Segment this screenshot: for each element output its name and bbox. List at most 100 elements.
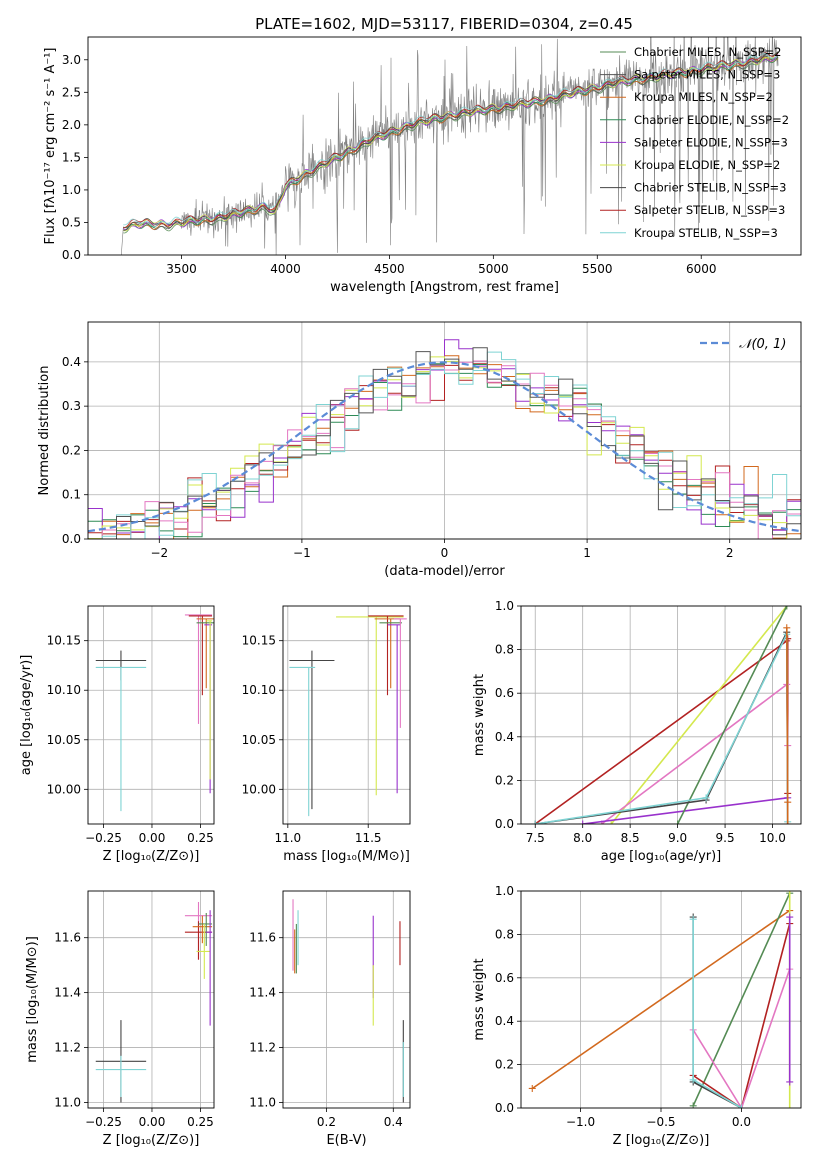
weight-series-line (601, 682, 789, 824)
panel-weight-vs-Z: −1.0 −0.5 0.0 0.0 0.2 0.4 0.6 0.8 1.0 Z [log₁₀(Z/… (472, 884, 802, 1148)
y-tick-label: 10.05 (242, 733, 276, 747)
residual-histogram (88, 360, 801, 539)
x-tick-label: 0.00 (139, 831, 166, 845)
x-axis-label: age [log₁₀(age/yr)] (601, 849, 722, 864)
y-tick-label: 0.0 (62, 248, 81, 262)
plot-area (528, 891, 794, 1108)
x-axis-label: Z [log₁₀(Z/Z⊙)] (103, 849, 200, 864)
y-tick-label: 0.0 (495, 1101, 514, 1115)
y-tick-label: 10.10 (242, 683, 276, 697)
axes-frame (87, 605, 215, 825)
y-tick-label: 0.6 (495, 971, 514, 985)
x-tick-label: 7.5 (526, 831, 545, 845)
weight-marker (786, 913, 794, 921)
weight-marker (689, 915, 697, 923)
plot-area (88, 339, 801, 539)
figure-title: PLATE=1602, MJD=53117, FIBERID=0304, z=0… (255, 15, 633, 33)
weight-marker (689, 1076, 697, 1084)
y-tick-label: 1.0 (62, 183, 81, 197)
y-tick-label: 0.4 (495, 730, 514, 744)
weight-marker (579, 820, 587, 824)
y-tick-label: 1.0 (495, 884, 514, 898)
weight-marker (689, 1102, 697, 1108)
weight-marker (702, 794, 710, 802)
x-tick-label: 0.00 (139, 1115, 166, 1129)
weight-marker (784, 798, 792, 806)
residual-histogram (88, 347, 801, 539)
y-axis-label: Normed distribution (37, 366, 52, 496)
panel-mass-vs-EBV: 0.2 0.4 11.0 11.2 11.4 11.6 E(B-V) (249, 890, 411, 1148)
weight-series-line (610, 606, 788, 824)
weight-series-line (692, 968, 791, 1108)
x-tick-label: −0.5 (646, 1115, 675, 1129)
x-axis-label: mass [log₁₀(M/M⊙)] (283, 849, 410, 864)
weight-marker (786, 891, 794, 895)
y-tick-label: 2.0 (62, 118, 81, 132)
model-spectrum-line (123, 51, 779, 231)
x-tick-label: −0.25 (85, 1115, 122, 1129)
x-tick-label: 0.2 (317, 1115, 336, 1129)
x-tick-label: 8.5 (621, 831, 640, 845)
x-tick-label: 9.5 (716, 831, 735, 845)
legend-entry: Chabrier STELIB, N_SSP=3 (634, 181, 786, 195)
weight-series-line (535, 631, 789, 824)
weight-marker (783, 624, 791, 632)
axes-frame (87, 890, 215, 1109)
model-spectrum-line (123, 52, 779, 227)
model-spectrum-line (123, 51, 779, 232)
legend: 𝒩(0, 1) (700, 337, 786, 352)
x-tick-label: 9.0 (668, 831, 687, 845)
y-tick-label: 2.5 (62, 85, 81, 99)
panel-residuals: −2 −1 0 1 2 0.0 0.1 0.2 0.3 0.4 (data-model)/error… (37, 321, 802, 579)
x-axis-label: Z [log₁₀(Z/Z⊙)] (103, 1133, 200, 1148)
weight-marker (737, 1104, 745, 1108)
x-axis-label: Z [log₁₀(Z/Z⊙)] (613, 1133, 710, 1148)
x-tick-label: 8.0 (573, 831, 592, 845)
weight-marker (786, 1104, 794, 1108)
gaussian-reference-line (88, 361, 801, 533)
axes-frame (87, 321, 802, 540)
legend-entry: Salpeter STELIB, N_SSP=3 (634, 203, 785, 217)
x-tick-label: 5000 (478, 262, 509, 276)
weight-marker (607, 820, 615, 824)
y-axis-label: mass weight (472, 958, 487, 1040)
y-axis-label: mass [log₁₀(M/M⊙)] (25, 936, 40, 1063)
y-tick-label: 0.2 (495, 773, 514, 787)
x-axis-label: wavelength [Angstrom, rest frame] (330, 280, 559, 295)
axes-frame (87, 36, 802, 256)
axes-frame (520, 890, 802, 1109)
weight-marker (674, 820, 682, 824)
y-tick-label: 0.5 (62, 215, 81, 229)
x-tick-label: 3500 (166, 262, 197, 276)
x-tick-label: 11.5 (355, 831, 382, 845)
y-tick-label: 11.4 (54, 986, 81, 1000)
y-tick-label: 10.05 (47, 733, 81, 747)
residual-histogram (88, 351, 801, 539)
panel-age-vs-mass: 11.0 11.5 10.00 10.05 10.10 10.15 mass [log₁₀(… (242, 605, 411, 864)
axes-frame (520, 605, 802, 825)
x-tick-label: 5500 (582, 262, 613, 276)
x-tick-label: −1.0 (566, 1115, 595, 1129)
x-tick-label: 0.0 (732, 1115, 751, 1129)
y-tick-label: 10.15 (47, 634, 81, 648)
y-tick-label: 11.2 (249, 1041, 276, 1055)
plot-area (531, 606, 792, 824)
weight-series-line (786, 627, 789, 824)
legend-entry: Chabrier MILES, N_SSP=2 (634, 45, 781, 59)
y-axis-label: age [log₁₀(age/yr)] (19, 655, 34, 776)
x-tick-label: 2 (726, 546, 734, 560)
y-tick-label: 11.6 (249, 931, 276, 945)
legend-entry: Salpeter ELODIE, N_SSP=3 (634, 135, 788, 149)
weight-marker (531, 820, 539, 824)
x-tick-label: −2 (150, 546, 168, 560)
y-tick-label: 1.0 (495, 599, 514, 613)
y-tick-label: 11.0 (54, 1096, 81, 1110)
weight-series-line (692, 917, 742, 1108)
y-tick-label: 11.6 (54, 931, 81, 945)
plot-area (289, 615, 407, 817)
y-tick-label: 10.00 (47, 782, 81, 796)
legend-entry: Chabrier ELODIE, N_SSP=2 (634, 113, 789, 127)
legend-entry: Kroupa STELIB, N_SSP=3 (634, 226, 778, 240)
x-axis-label: (data-model)/error (384, 564, 505, 579)
